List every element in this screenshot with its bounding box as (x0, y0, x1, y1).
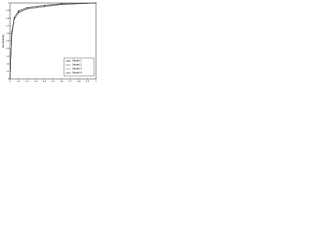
legend-label: Model 3 (73, 67, 83, 71)
line (9, 2, 97, 80)
point (43, 6, 45, 8)
x-tick-label: 0.6 (60, 81, 64, 83)
y-tick-label: 0.7 (6, 25, 10, 27)
x-tick-label: 0.4 (43, 81, 47, 83)
x-tick-label: 0.9 (86, 81, 90, 83)
point (95, 2, 97, 4)
y-tick-label: 0.5 (6, 41, 10, 43)
y-tick-label: 0.6 (6, 33, 10, 35)
legend-label: Model 1 (73, 59, 83, 63)
x-tick-label: 0.5 (51, 81, 55, 83)
x-tick-label: 1 (95, 81, 97, 83)
legend-marker (67, 72, 69, 74)
x-tick-label: 0.7 (69, 81, 73, 83)
point (18, 12, 20, 14)
x-tick-label: 0.8 (77, 81, 81, 83)
legend-marker (67, 68, 69, 70)
point (61, 4, 63, 6)
point (18, 10, 20, 12)
x-tick-label: 0 (9, 81, 11, 83)
point (11, 31, 13, 33)
point (43, 5, 45, 7)
y-tick-label: 1 (8, 3, 10, 5)
legend-marker (67, 60, 69, 62)
x-tick-label: 0.3 (34, 81, 38, 83)
legend-label: Model 2 (73, 63, 83, 67)
y-tick-label: 0.2 (6, 63, 10, 65)
point (61, 3, 63, 5)
point (26, 7, 28, 9)
point (43, 4, 45, 6)
legend-box (63, 57, 95, 77)
y-tick-label: 0.9 (6, 10, 10, 12)
y-tick-label: 0.4 (6, 48, 10, 50)
x-tick-label: 0.1 (17, 81, 21, 83)
line (9, 2, 97, 80)
point (26, 8, 28, 10)
legend-marker (67, 64, 69, 66)
point (26, 7, 28, 9)
y-tick-label: 0.8 (6, 18, 10, 20)
y-tick-label: 0.3 (6, 56, 10, 58)
x-tick-label: 0.2 (26, 81, 30, 83)
point (13, 16, 15, 18)
y-tick-label: 0.1 (6, 71, 10, 73)
point (9, 78, 11, 80)
legend-label: Model 4 (73, 71, 83, 75)
y-tick-label: 0 (8, 79, 10, 81)
chart: Sensitivity 0 0.1 0.2 0.3 0.4 0.5 0.6 0.7 0.8 0.9… (0, 0, 100, 89)
y-axis-label: Sensitivity (1, 34, 5, 48)
